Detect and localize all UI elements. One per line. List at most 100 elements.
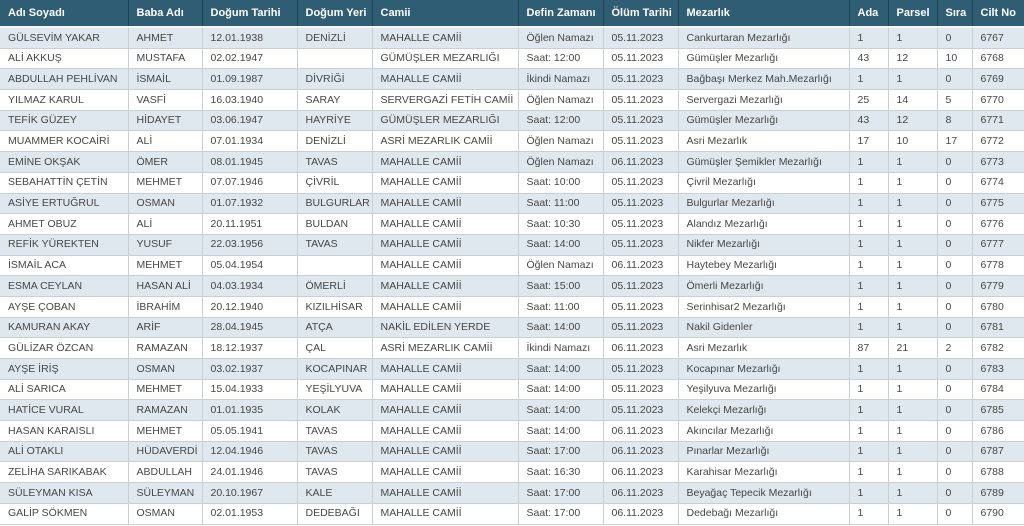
table-cell-parsel: 1 bbox=[887, 440, 938, 463]
table-cell-camii: MAHALLE CAMİİ bbox=[371, 399, 519, 422]
table-cell-dogum-yeri: TAVAS bbox=[296, 461, 373, 484]
table-cell-parsel: 1 bbox=[887, 461, 938, 484]
table-cell-adi-soyadi: EMİNE OKŞAK bbox=[0, 151, 129, 173]
table-cell-dogum-yeri: KOLAK bbox=[296, 399, 373, 422]
table-cell-olum-tarihi: 05.11.2023 bbox=[602, 213, 679, 235]
table-cell-camii: MAHALLE CAMİİ bbox=[371, 254, 519, 277]
table-cell-camii: ASRİ MEZARLIK CAMİİ bbox=[371, 337, 519, 359]
table-row: GÜLSEVİM YAKAR AHMET 12.01.1938 DENİZLİ MAHA… bbox=[0, 26, 1024, 49]
table-cell-olum-tarihi: 05.11.2023 bbox=[602, 68, 679, 91]
table-cell-sira: 0 bbox=[936, 440, 973, 463]
table-cell-baba-adi: ÖMER bbox=[127, 151, 203, 173]
table-cell-dogum-tarihi: 03.02.1937 bbox=[201, 358, 298, 380]
table-cell-ada: 1 bbox=[848, 399, 889, 422]
table-cell-dogum-tarihi: 08.01.1945 bbox=[201, 151, 298, 173]
table-cell-dogum-tarihi: 16.03.1940 bbox=[201, 89, 298, 111]
table-cell-dogum-yeri: DENİZLİ bbox=[296, 130, 373, 153]
table-cell-cilt-no: 6782 bbox=[971, 337, 1024, 359]
table-cell-mezarlik: Karahisar Mezarlığı bbox=[677, 461, 850, 484]
table-cell-cilt-no: 6789 bbox=[971, 482, 1024, 504]
table-cell-defin-zamani: Saat: 17:00 bbox=[517, 440, 604, 463]
table-cell-dogum-tarihi: 04.03.1934 bbox=[201, 275, 298, 297]
table-cell-olum-tarihi: 05.11.2023 bbox=[602, 358, 679, 380]
table-cell-ada: 87 bbox=[848, 337, 889, 359]
table-cell-baba-adi: SÜLEYMAN bbox=[127, 482, 203, 504]
table-cell-ada: 1 bbox=[848, 151, 889, 173]
table-cell-parsel: 1 bbox=[887, 151, 938, 173]
column-header-ada: Ada bbox=[848, 0, 888, 28]
table-cell-olum-tarihi: 05.11.2023 bbox=[602, 89, 679, 111]
table-cell-camii: MAHALLE CAMİİ bbox=[371, 68, 519, 91]
table-cell-parsel: 12 bbox=[887, 109, 938, 132]
column-header-dogum-yeri: Doğum Yeri bbox=[296, 0, 372, 28]
table-cell-camii: MAHALLE CAMİİ bbox=[371, 213, 519, 235]
table-cell-dogum-tarihi: 15.04.1933 bbox=[201, 378, 298, 401]
table-cell-sira: 0 bbox=[936, 171, 973, 194]
table-cell-mezarlik: Pınarlar Mezarlığı bbox=[677, 440, 850, 463]
table-cell-adi-soyadi: AHMET OBUZ bbox=[0, 213, 129, 235]
table-cell-cilt-no: 6780 bbox=[971, 295, 1024, 318]
table-cell-camii: MAHALLE CAMİİ bbox=[371, 461, 519, 484]
table-cell-ada: 1 bbox=[848, 275, 889, 297]
table-cell-dogum-yeri: KOCAPINAR bbox=[296, 358, 373, 380]
table-cell-parsel: 1 bbox=[887, 254, 938, 277]
table-cell-baba-adi: ARİF bbox=[127, 316, 203, 339]
table-cell-dogum-tarihi: 24.01.1946 bbox=[201, 461, 298, 484]
table-cell-ada: 17 bbox=[848, 130, 889, 153]
table-cell-adi-soyadi: REFİK YÜREKTEN bbox=[0, 233, 129, 256]
table-cell-cilt-no: 6767 bbox=[971, 26, 1024, 49]
table-cell-cilt-no: 6777 bbox=[971, 233, 1024, 256]
table-row: ZELİHA SARIKABAK ABDULLAH 24.01.1946 TAVAS M… bbox=[0, 461, 1024, 484]
table-cell-olum-tarihi: 05.11.2023 bbox=[602, 130, 679, 153]
table-cell-olum-tarihi: 06.11.2023 bbox=[602, 337, 679, 359]
table-cell-parsel: 21 bbox=[887, 337, 938, 359]
table-cell-defin-zamani: Saat: 10:30 bbox=[517, 213, 604, 235]
table-cell-ada: 1 bbox=[848, 316, 889, 339]
table-cell-ada: 1 bbox=[848, 254, 889, 277]
table-cell-adi-soyadi: ALİ OTAKLI bbox=[0, 440, 129, 463]
table-cell-cilt-no: 6770 bbox=[971, 89, 1024, 111]
table-cell-mezarlik: Beyağaç Tepecik Mezarlığı bbox=[677, 482, 850, 504]
table-cell-mezarlik: Nikfer Mezarlığı bbox=[677, 233, 850, 256]
table-cell-camii: GÜMÜŞLER MEZARLIĞI bbox=[371, 109, 519, 132]
table-cell-adi-soyadi: HASAN KARAISLI bbox=[0, 420, 129, 442]
table-row: KAMURAN AKAY ARİF 28.04.1945 ATÇA NAKİL EDİL… bbox=[0, 316, 1024, 339]
table-cell-cilt-no: 6783 bbox=[971, 358, 1024, 380]
table-cell-parsel: 14 bbox=[887, 89, 938, 111]
table-cell-olum-tarihi: 06.11.2023 bbox=[602, 151, 679, 173]
table-cell-dogum-yeri: ATÇA bbox=[296, 316, 373, 339]
table-cell-mezarlik: Gümüşler Şemikler Mezarlığı bbox=[677, 151, 850, 173]
table-cell-camii: ASRİ MEZARLIK CAMİİ bbox=[371, 130, 519, 153]
table-cell-defin-zamani: Saat: 12:00 bbox=[517, 47, 604, 70]
table-cell-olum-tarihi: 05.11.2023 bbox=[602, 171, 679, 194]
table-cell-dogum-yeri: TAVAS bbox=[296, 233, 373, 256]
table-cell-adi-soyadi: HATİCE VURAL bbox=[0, 399, 129, 422]
table-cell-dogum-yeri: KALE bbox=[296, 482, 373, 504]
table-cell-camii: GÜMÜŞLER MEZARLIĞI bbox=[371, 47, 519, 70]
column-header-sira: Sıra bbox=[936, 0, 972, 28]
table-cell-mezarlik: Çivril Mezarlığı bbox=[677, 171, 850, 194]
table-cell-camii: MAHALLE CAMİİ bbox=[371, 275, 519, 297]
table-cell-baba-adi: OSMAN bbox=[127, 358, 203, 380]
table-cell-parsel: 1 bbox=[887, 192, 938, 215]
table-cell-dogum-tarihi: 28.04.1945 bbox=[201, 316, 298, 339]
column-header-defin-zamani: Defin Zamanı bbox=[517, 0, 603, 28]
table-cell-mezarlik: Serinhisar2 Mezarlığı bbox=[677, 295, 850, 318]
table-cell-cilt-no: 6772 bbox=[971, 130, 1024, 153]
table-cell-defin-zamani: Saat: 14:00 bbox=[517, 420, 604, 442]
table-cell-parsel: 1 bbox=[887, 171, 938, 194]
table-cell-baba-adi: İBRAHİM bbox=[127, 295, 203, 318]
table-cell-defin-zamani: Öğlen Namazı bbox=[517, 151, 604, 173]
table-cell-parsel: 10 bbox=[887, 130, 938, 153]
table-cell-baba-adi: MEHMET bbox=[127, 378, 203, 401]
table-row: REFİK YÜREKTEN YUSUF 22.03.1956 TAVAS MAHALL… bbox=[0, 233, 1024, 256]
table-cell-ada: 1 bbox=[848, 440, 889, 463]
table-cell-defin-zamani: Saat: 15:00 bbox=[517, 275, 604, 297]
table-cell-dogum-tarihi: 07.07.1946 bbox=[201, 171, 298, 194]
column-header-adi-soyadi: Adı Soyadı bbox=[0, 0, 128, 28]
column-header-dogum-tarihi: Doğum Tarihi bbox=[201, 0, 297, 28]
table-cell-mezarlik: Asri Mezarlık bbox=[677, 337, 850, 359]
table-cell-dogum-tarihi: 18.12.1937 bbox=[201, 337, 298, 359]
table-cell-ada: 1 bbox=[848, 171, 889, 194]
table-row: ASİYE ERTUĞRUL OSMAN 01.07.1932 BULGURLAR MA… bbox=[0, 192, 1024, 215]
